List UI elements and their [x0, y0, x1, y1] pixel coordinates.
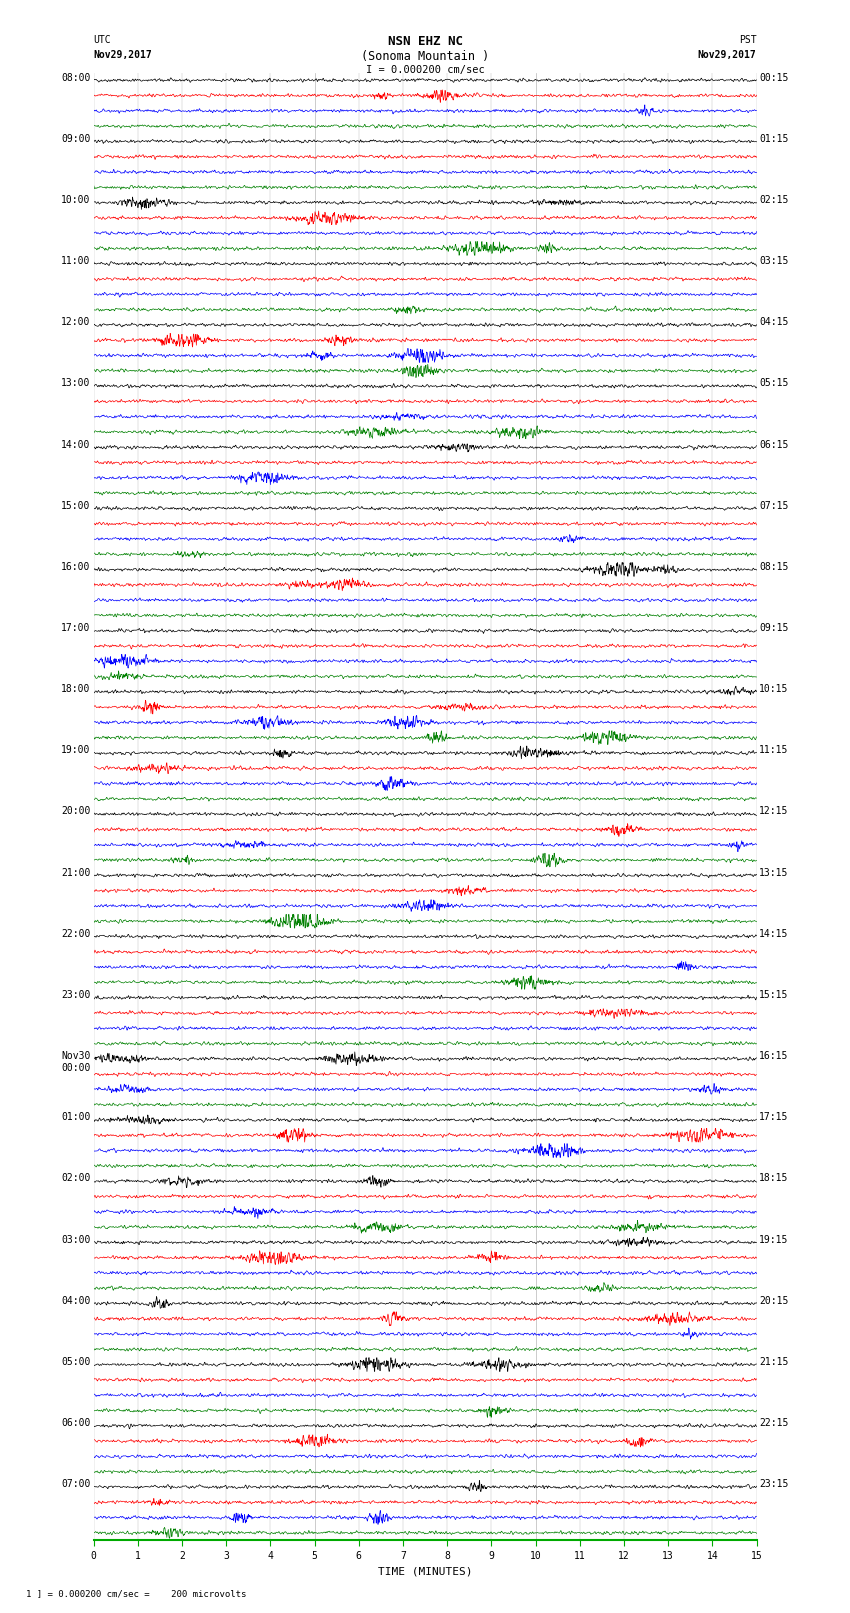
Text: Nov29,2017: Nov29,2017	[698, 50, 756, 60]
Text: (Sonoma Mountain ): (Sonoma Mountain )	[361, 50, 489, 63]
Text: PST: PST	[739, 35, 756, 45]
Text: UTC: UTC	[94, 35, 111, 45]
X-axis label: TIME (MINUTES): TIME (MINUTES)	[377, 1566, 473, 1576]
Text: Nov29,2017: Nov29,2017	[94, 50, 152, 60]
Text: 1 ] = 0.000200 cm/sec =    200 microvolts: 1 ] = 0.000200 cm/sec = 200 microvolts	[26, 1589, 246, 1598]
Text: I = 0.000200 cm/sec: I = 0.000200 cm/sec	[366, 65, 484, 74]
Text: NSN EHZ NC: NSN EHZ NC	[388, 35, 462, 48]
